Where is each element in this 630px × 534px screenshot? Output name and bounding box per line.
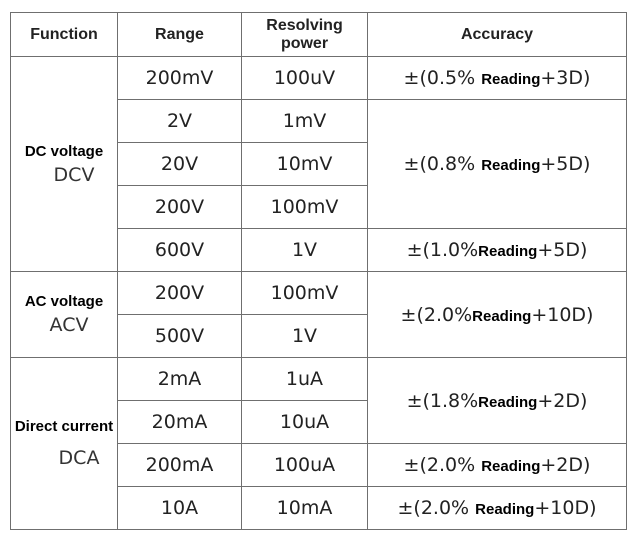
accuracy-reading: Reading: [472, 307, 532, 325]
resolution-cell: 1V: [241, 314, 368, 358]
header-accuracy: Accuracy: [367, 12, 627, 57]
resolution-cell: 100uA: [241, 443, 368, 487]
accuracy-prefix: ±(1.0%: [406, 239, 479, 261]
range-cell: 20mA: [117, 400, 242, 444]
accuracy-cell: ±(0.5% Reading+3D): [367, 56, 627, 100]
accuracy-prefix: ±(2.0%: [397, 497, 470, 519]
resolution-cell: 10mA: [241, 486, 368, 530]
resolution-cell: 1mV: [241, 99, 368, 143]
accuracy-prefix: ±(0.5%: [403, 67, 476, 89]
header-row: Function Range Resolving power Accuracy: [10, 12, 627, 57]
header-range: Range: [117, 12, 242, 57]
table-row: Direct current DCA 2mA 1uA ±(1.8%Reading…: [10, 357, 627, 530]
range-cell: 600V: [117, 228, 242, 272]
accuracy-suffix: +10D): [531, 303, 594, 326]
range-cell: 10A: [117, 486, 242, 530]
range-cell: 200mA: [117, 443, 242, 487]
range-cell: 200V: [117, 185, 242, 229]
table-row: 20V 10mV: [11, 142, 627, 186]
header-resolving-power: Resolving power: [241, 12, 368, 57]
table-row: 200mA 100uA ±(2.0% Reading+2D): [11, 443, 627, 487]
accuracy-cell: ±(0.8% Reading+5D): [367, 99, 627, 229]
function-code: ACV: [49, 314, 89, 336]
accuracy-cell: ±(1.0%Reading+5D): [367, 228, 627, 272]
function-name: Direct current: [14, 418, 114, 435]
accuracy-reading: Reading: [481, 71, 541, 88]
accuracy-reading: Reading: [478, 393, 538, 411]
accuracy-prefix: ±(2.0%: [403, 454, 476, 476]
range-cell: 200V: [117, 271, 242, 315]
accuracy-reading: Reading: [481, 157, 541, 174]
function-code: DCV: [53, 163, 95, 186]
table-row: 500V 1V: [11, 314, 627, 358]
range-cell: 200mV: [117, 56, 242, 100]
spec-table: Function Range Resolving power Accuracy …: [10, 12, 627, 530]
range-cell: 20V: [117, 142, 242, 186]
accuracy-suffix: +10D): [534, 497, 597, 519]
accuracy-reading: Reading: [481, 458, 541, 475]
accuracy-suffix: +2D): [537, 389, 588, 412]
accuracy-reading: Reading: [478, 243, 538, 260]
function-cell-direct-current: Direct current DCA: [10, 357, 118, 530]
accuracy-prefix: ±(1.8%: [406, 389, 479, 412]
table-row: 200V 100mV: [11, 185, 627, 229]
function-code: DCA: [58, 447, 100, 469]
resolution-cell: 1V: [241, 228, 368, 272]
resolution-cell: 100mV: [241, 271, 368, 315]
resolution-cell: 10mV: [241, 142, 368, 186]
range-cell: 500V: [117, 314, 242, 358]
accuracy-cell: ±(2.0% Reading+10D): [367, 486, 627, 530]
range-cell: 2V: [117, 99, 242, 143]
accuracy-cell: ±(2.0%Reading+10D): [367, 271, 627, 358]
accuracy-suffix: +5D): [537, 239, 588, 261]
function-name: DC voltage: [24, 142, 104, 160]
function-cell-ac-voltage: AC voltage ACV: [10, 271, 118, 358]
accuracy-prefix: ±(2.0%: [400, 303, 473, 326]
table-row: 2V 1mV ±(0.8% Reading+5D): [11, 99, 627, 229]
table-row: 600V 1V ±(1.0%Reading+5D): [11, 228, 627, 272]
accuracy-reading: Reading: [475, 501, 535, 518]
resolution-cell: 10uA: [241, 400, 368, 444]
accuracy-suffix: +3D): [540, 67, 591, 89]
function-cell-dc-voltage: DC voltage DCV: [10, 56, 118, 272]
table-row: DC voltage DCV 200mV 100uV ±(0.5% Readin…: [10, 56, 627, 272]
table-row: 10A 10mA ±(2.0% Reading+10D): [11, 486, 627, 530]
accuracy-prefix: ±(0.8%: [403, 153, 476, 175]
accuracy-cell: ±(1.8%Reading+2D): [367, 357, 627, 444]
accuracy-cell: ±(2.0% Reading+2D): [367, 443, 627, 487]
resolution-cell: 1uA: [241, 357, 368, 401]
resolution-cell: 100uV: [241, 56, 368, 100]
range-cell: 2mA: [117, 357, 242, 401]
table-row: AC voltage ACV 200V 100mV ±(2.0%Reading+…: [10, 271, 627, 358]
table-row: 20mA 10uA: [11, 400, 627, 444]
function-name: AC voltage: [24, 293, 104, 310]
accuracy-suffix: +5D): [540, 153, 591, 175]
accuracy-suffix: +2D): [540, 454, 591, 476]
resolution-cell: 100mV: [241, 185, 368, 229]
header-function: Function: [10, 12, 118, 57]
